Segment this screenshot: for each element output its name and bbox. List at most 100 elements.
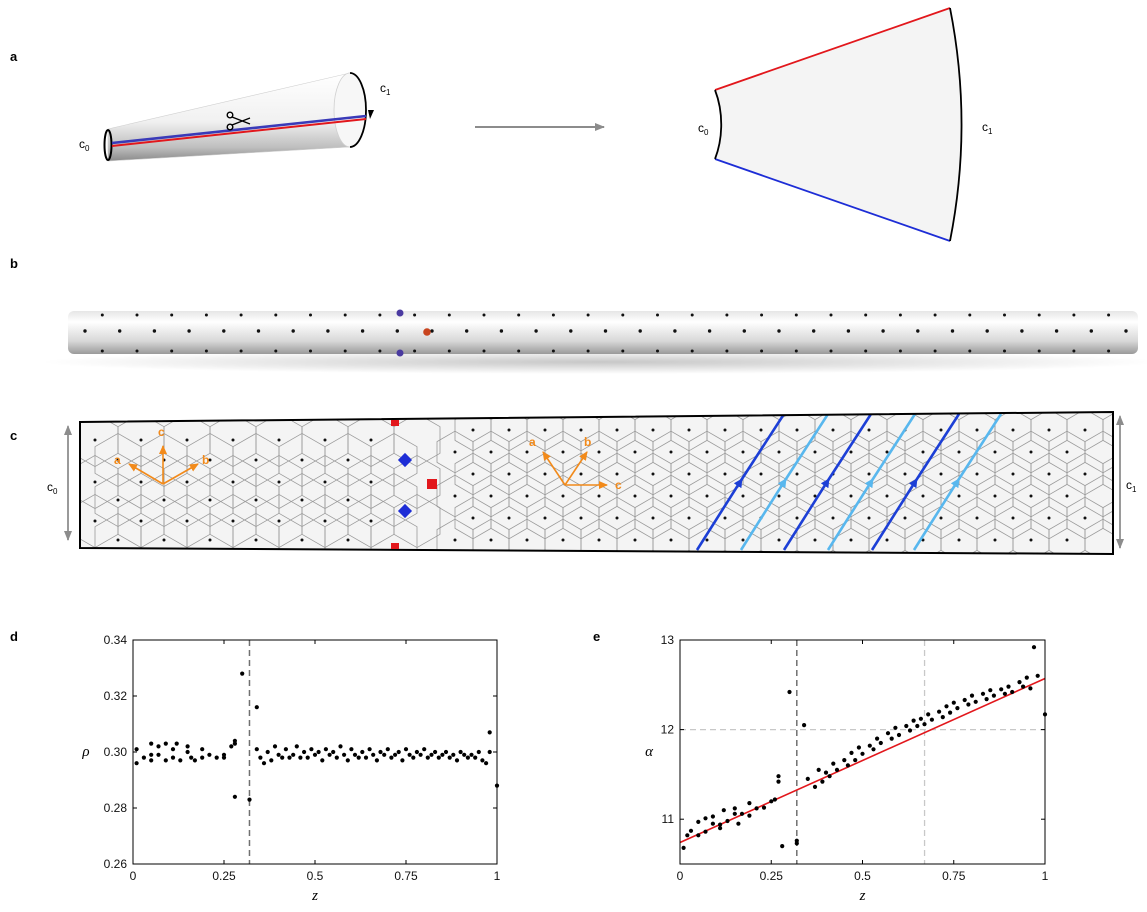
strip-particle xyxy=(254,498,258,502)
helical-line-dark xyxy=(870,413,961,551)
cylinder-particle xyxy=(603,329,608,333)
data-point xyxy=(761,805,767,810)
strip-particle xyxy=(300,538,304,542)
data-point xyxy=(896,732,902,738)
data-point xyxy=(1024,675,1029,680)
strip-particle xyxy=(139,438,143,442)
cone-c1-label: c1 xyxy=(380,81,391,97)
y-tick-label: 11 xyxy=(662,812,675,826)
strip-particle xyxy=(885,494,889,498)
data-point xyxy=(969,693,975,698)
data-point xyxy=(200,755,205,760)
cylinder-particle xyxy=(378,313,382,317)
data-point xyxy=(710,814,716,819)
data-point xyxy=(389,755,394,760)
cylinder-particle xyxy=(968,313,972,317)
strip-particle xyxy=(1011,516,1015,520)
strip-particle xyxy=(543,428,547,432)
strip-particle xyxy=(208,538,212,542)
voronoi-cell xyxy=(1102,452,1113,496)
y-tick-label: 0.26 xyxy=(104,857,128,871)
defect-square-bottom xyxy=(391,543,399,549)
cylinder-particle xyxy=(898,349,902,353)
cylinder-particle xyxy=(274,349,278,353)
cone-circle-c1 xyxy=(349,72,367,148)
cylinder-particle xyxy=(690,313,694,317)
data-point xyxy=(229,744,234,749)
cylinder-particle xyxy=(898,313,902,317)
data-point xyxy=(860,751,865,756)
strip-particle xyxy=(139,519,143,523)
strip-particle xyxy=(561,450,565,454)
data-point xyxy=(433,749,438,755)
x-tick-label: 1 xyxy=(494,869,501,883)
data-point xyxy=(454,758,460,763)
data-point xyxy=(889,736,894,741)
data-point xyxy=(812,784,818,790)
strip-particle xyxy=(93,480,97,484)
strip-particle xyxy=(471,516,475,520)
data-point xyxy=(926,712,931,717)
strip-particle xyxy=(939,428,943,432)
vector-b-left-label: b xyxy=(202,453,209,467)
strip-particle xyxy=(795,472,799,476)
data-point xyxy=(725,818,730,824)
strip-particle xyxy=(993,494,997,498)
panel-label-a: a xyxy=(10,49,18,64)
strip-particle xyxy=(723,428,727,432)
defect-square-center xyxy=(427,479,437,489)
cylinder-particle xyxy=(777,329,781,333)
data-point xyxy=(163,758,168,763)
data-point xyxy=(185,749,190,755)
data-point xyxy=(269,758,274,763)
cylinder-particle xyxy=(864,349,868,353)
strip-particle xyxy=(162,538,166,542)
strip-particle xyxy=(687,516,691,520)
cylinder-particle xyxy=(239,313,243,317)
data-point xyxy=(363,755,369,760)
data-point xyxy=(893,725,898,730)
x-tick-label: 0.25 xyxy=(212,869,236,883)
data-point xyxy=(280,755,285,760)
strip-particle xyxy=(777,538,781,542)
cut-line-red xyxy=(111,118,367,147)
strip-particle xyxy=(116,498,120,502)
data-point xyxy=(254,705,259,710)
data-point xyxy=(940,715,945,720)
data-point xyxy=(780,844,785,849)
cylinder-particle xyxy=(933,313,937,317)
strip-particle xyxy=(1083,516,1087,520)
strip-particle xyxy=(777,450,781,454)
data-point xyxy=(487,730,492,735)
data-point xyxy=(440,752,445,757)
panel-b-cylinder xyxy=(40,309,1147,374)
strip-particle xyxy=(1065,494,1069,498)
cylinder-particle xyxy=(586,349,590,353)
data-point xyxy=(816,767,821,773)
strip-particle xyxy=(921,494,925,498)
data-point xyxy=(845,763,851,768)
panel-label-c: c xyxy=(10,428,17,443)
sector-c1-label: c1 xyxy=(982,120,993,136)
cylinder-particle xyxy=(656,349,659,353)
cylinder-particle xyxy=(881,329,885,333)
strip-particle xyxy=(633,450,637,454)
strip-particle xyxy=(651,516,655,520)
panel-label-e: e xyxy=(593,629,600,644)
defect-particle-red xyxy=(423,328,431,336)
sector-c0-label: c0 xyxy=(698,121,709,137)
strip-particle xyxy=(346,498,350,502)
strip-particle xyxy=(579,516,583,520)
panel-label-b: b xyxy=(10,256,18,271)
cylinder-particle xyxy=(551,313,555,317)
strip-particle xyxy=(813,450,817,454)
data-point xyxy=(703,816,708,821)
data-point xyxy=(732,811,737,816)
strip-particle xyxy=(795,428,799,432)
cylinder-particle xyxy=(1107,349,1111,353)
cylinder-particle xyxy=(1089,329,1094,333)
data-point xyxy=(747,801,752,806)
data-point xyxy=(718,826,723,831)
strip-particle xyxy=(849,450,853,454)
data-point xyxy=(769,799,774,804)
